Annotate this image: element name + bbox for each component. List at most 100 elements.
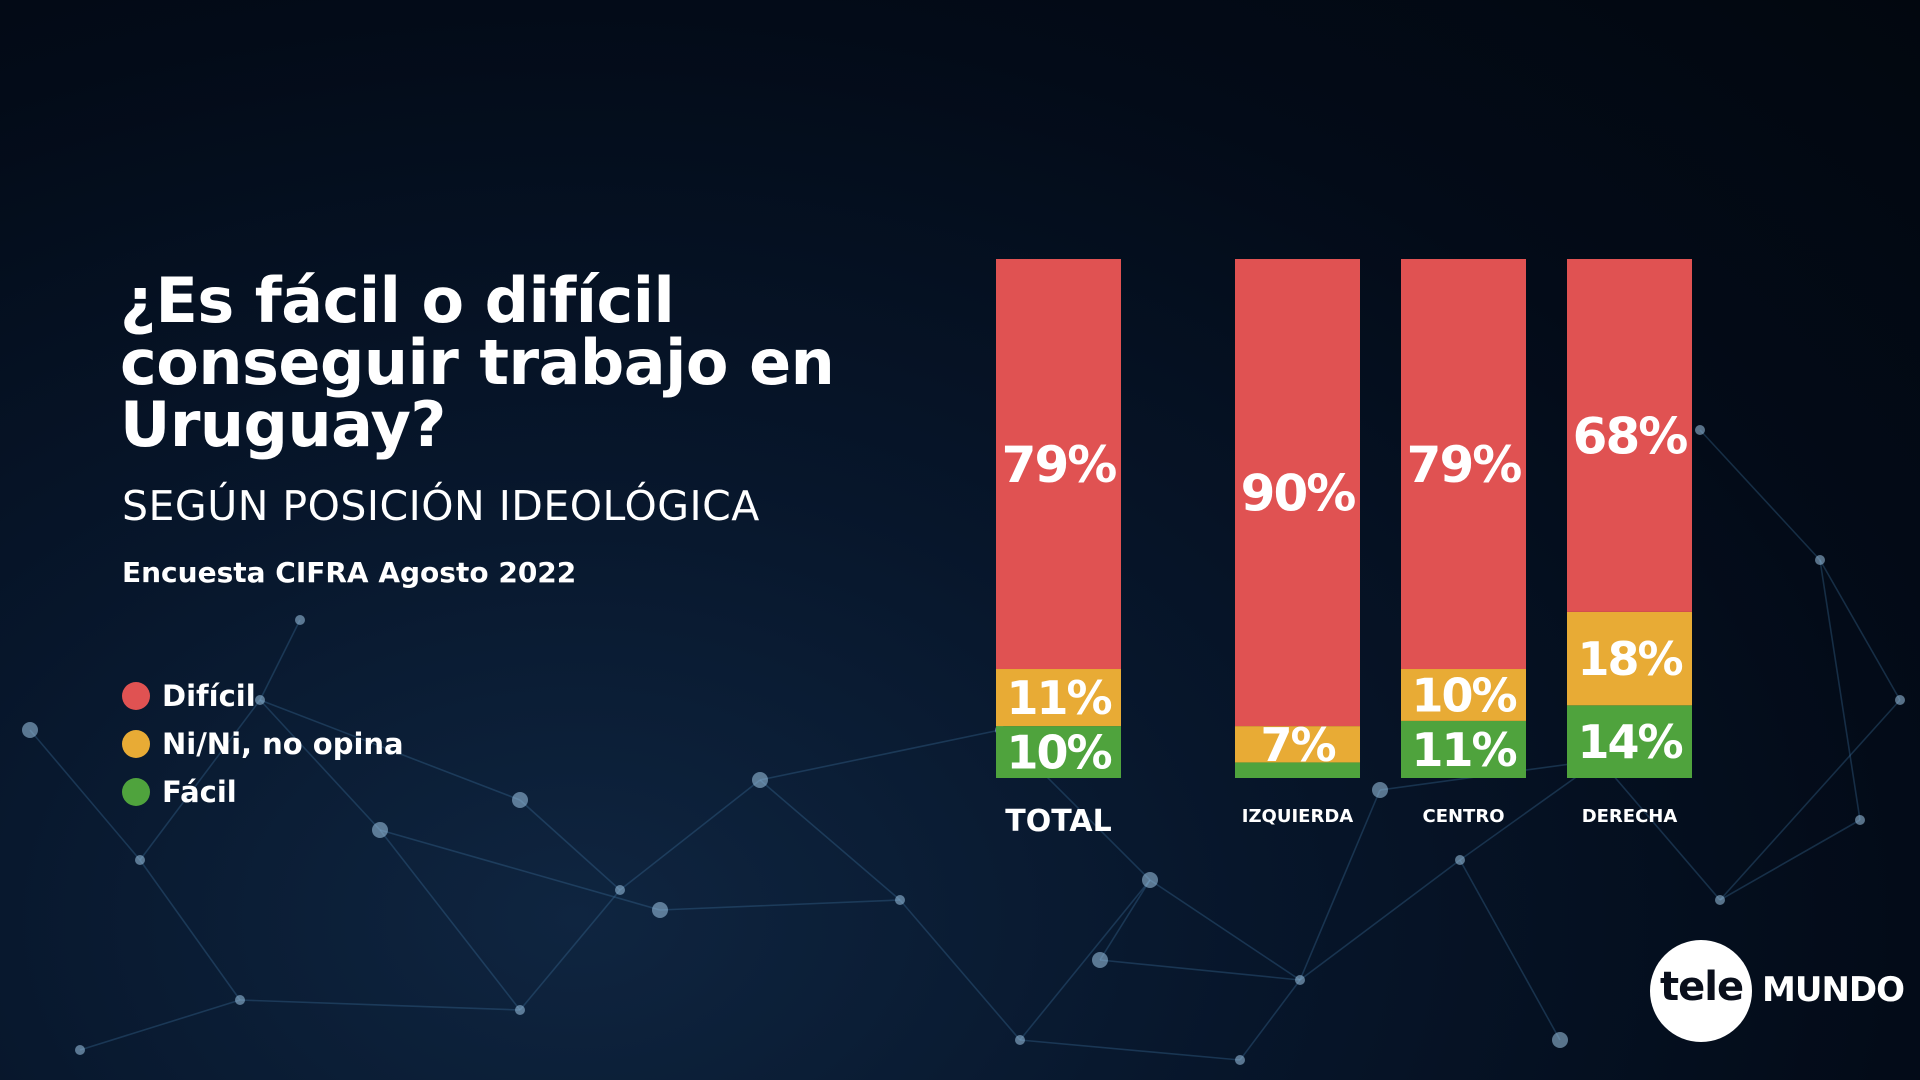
bar-value-label: 68% (1573, 407, 1688, 465)
page-subtitle: SEGÚN POSICIÓN IDEOLÓGICA (122, 482, 760, 530)
network-node (1092, 952, 1108, 968)
network-line (1099, 959, 1301, 981)
network-line (259, 699, 521, 801)
network-line (1239, 979, 1301, 1061)
legend-item-nini: Ni/Ni, no opina (122, 720, 404, 768)
network-line (379, 829, 521, 1011)
network-line (759, 779, 901, 901)
network-line (1019, 879, 1151, 1041)
network-node (1695, 425, 1705, 435)
network-line (139, 699, 261, 861)
bar-value-label: 10% (1411, 669, 1516, 723)
network-node (1815, 555, 1825, 565)
network-node (752, 772, 768, 788)
network-line (79, 999, 241, 1051)
network-node (235, 995, 245, 1005)
bar-value-label: 18% (1577, 632, 1682, 686)
network-line (1819, 559, 1901, 701)
network-line (619, 779, 761, 891)
network-line (1149, 879, 1301, 981)
bar-total-1 (996, 669, 1121, 727)
bar-centro-1 (1401, 669, 1526, 721)
network-line (519, 799, 621, 891)
network-line (1719, 819, 1861, 901)
bar-value-label: 7% (1260, 718, 1335, 772)
bar-value-label: 79% (1002, 436, 1117, 494)
network-line (1699, 429, 1821, 561)
network-line (1719, 699, 1901, 901)
network-line (659, 899, 901, 911)
bar-derecha-0 (1567, 705, 1692, 778)
bar-value-label: 11% (1411, 723, 1516, 777)
bar-value-label: 90% (1241, 465, 1356, 523)
bar-centro-0 (1401, 720, 1526, 778)
network-line (239, 999, 521, 1011)
legend-item-facil: Fácil (122, 768, 404, 816)
network-line (259, 699, 381, 831)
network-line (1299, 789, 1381, 981)
network-node (1895, 695, 1905, 705)
bar-izquierda-1 (1235, 726, 1360, 763)
bar-izquierda-0 (1235, 762, 1360, 778)
network-node (652, 902, 668, 918)
logo-circle (1650, 940, 1752, 1042)
network-node (615, 885, 625, 895)
category-label: IZQUIERDA (1242, 806, 1353, 827)
chart-legend: Difícil Ni/Ni, no opina Fácil (122, 672, 404, 816)
network-node (75, 1045, 85, 1055)
legend-label: Ni/Ni, no opina (162, 727, 404, 761)
logo-tele-text: tele (1660, 964, 1744, 1010)
network-line (1099, 879, 1151, 961)
network-line (29, 729, 141, 861)
bar-izquierda-2 (1235, 259, 1360, 727)
legend-dot-nini (122, 730, 150, 758)
bar-value-label: 79% (1407, 436, 1522, 494)
bar-centro-2 (1401, 259, 1526, 670)
source-note: Encuesta CIFRA Agosto 2022 (122, 556, 577, 589)
network-node (255, 695, 265, 705)
telemundo-logo: tele MUNDO (1650, 940, 1905, 1044)
network-node (512, 792, 528, 808)
network-node (1295, 975, 1305, 985)
bar-derecha-1 (1567, 611, 1692, 706)
network-line (519, 889, 621, 1011)
network-node (22, 722, 38, 738)
bar-value-label: 11% (1006, 671, 1111, 725)
page-title: ¿Es fácil o difícil conseguir trabajo en… (120, 264, 835, 461)
category-label: TOTAL (1005, 804, 1111, 839)
network-node (1372, 782, 1388, 798)
network-line (259, 619, 301, 701)
network-line (1599, 759, 1721, 901)
category-label: CENTRO (1422, 806, 1504, 827)
network-line (1019, 1039, 1241, 1061)
legend-label: Difícil (162, 679, 256, 713)
legend-label: Fácil (162, 775, 237, 809)
bar-total-0 (996, 726, 1121, 778)
bar-value-label: 14% (1577, 715, 1682, 769)
network-node (1552, 1032, 1568, 1048)
bar-derecha-2 (1567, 259, 1692, 612)
logo-mundo-text: MUNDO (1762, 970, 1905, 1010)
network-line (1819, 559, 1861, 821)
network-line (899, 899, 1021, 1041)
network-node (135, 855, 145, 865)
network-node (1015, 1035, 1025, 1045)
network-line (1299, 859, 1461, 981)
network-node (1855, 815, 1865, 825)
network-line (759, 729, 1001, 781)
network-line (379, 829, 661, 911)
network-node (1455, 855, 1465, 865)
legend-dot-facil (122, 778, 150, 806)
network-node (1142, 872, 1158, 888)
network-line (139, 859, 241, 1001)
bar-value-label: 10% (1006, 726, 1111, 780)
legend-dot-dificil (122, 682, 150, 710)
network-node (372, 822, 388, 838)
legend-item-dificil: Difícil (122, 672, 404, 720)
network-node (1235, 1055, 1245, 1065)
network-node (895, 895, 905, 905)
network-node (295, 615, 305, 625)
bar-total-2 (996, 259, 1121, 670)
